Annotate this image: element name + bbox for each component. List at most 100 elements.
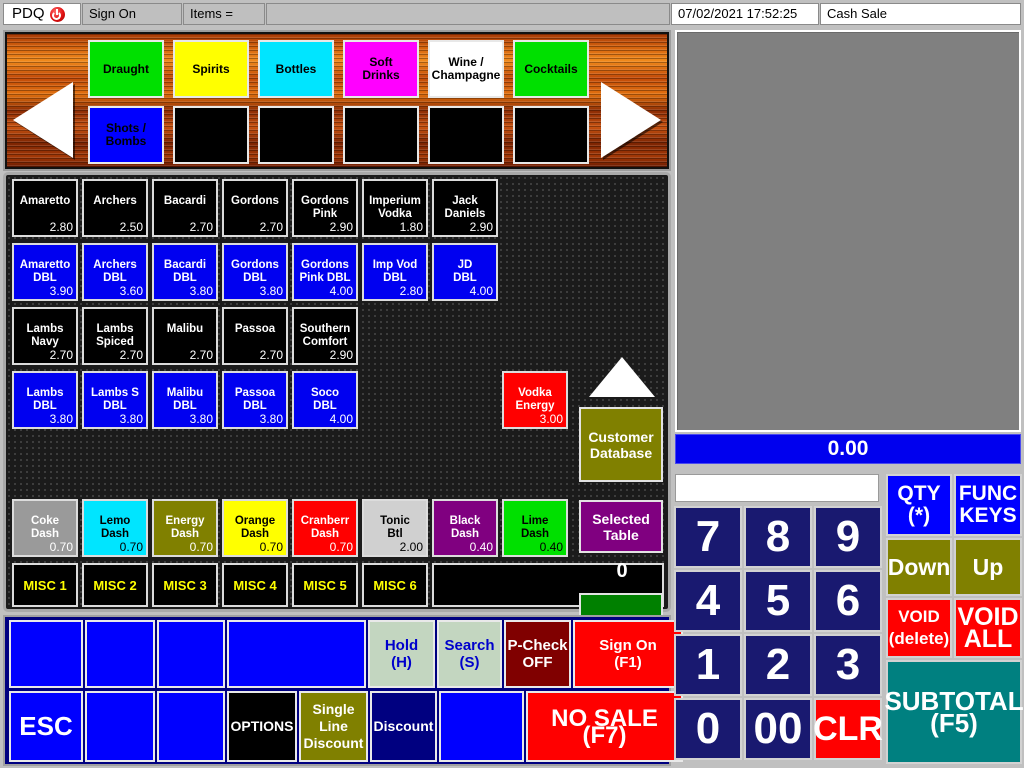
product-button[interactable]: Bacardi 2.70 bbox=[152, 179, 218, 237]
product-button[interactable]: Amaretto DBL 3.90 bbox=[12, 243, 78, 301]
function-button-search-s[interactable]: Search (S) bbox=[437, 620, 502, 688]
status-signon[interactable]: Sign On bbox=[82, 3, 182, 25]
keypad-key-3[interactable]: 3 bbox=[814, 634, 882, 696]
mixer-button[interactable]: Black Dash 0.40 bbox=[432, 499, 498, 557]
numeric-entry-input[interactable] bbox=[675, 474, 879, 502]
keypad-key-1[interactable]: 1 bbox=[674, 634, 742, 696]
product-button[interactable]: Lambs Spiced 2.70 bbox=[82, 307, 148, 365]
function-button-options[interactable]: OPTIONS bbox=[227, 691, 297, 762]
misc-button-3[interactable]: MISC 3 bbox=[152, 563, 218, 607]
function-button-single-line-discount[interactable]: Single Line Discount bbox=[299, 691, 368, 762]
function-button-p-check-off[interactable]: P-Check OFF bbox=[504, 620, 571, 688]
product-button[interactable]: Gordons Pink 2.90 bbox=[292, 179, 358, 237]
keypad-key-4[interactable]: 4 bbox=[674, 570, 742, 632]
category-button-empty-10[interactable] bbox=[428, 106, 504, 164]
product-button[interactable]: Gordons Pink DBL 4.00 bbox=[292, 243, 358, 301]
mixer-button[interactable]: Coke Dash 0.70 bbox=[12, 499, 78, 557]
misc-button-5[interactable]: MISC 5 bbox=[292, 563, 358, 607]
keypad-key-6[interactable]: 6 bbox=[814, 570, 882, 632]
category-button-cocktails[interactable]: Cocktails bbox=[513, 40, 589, 98]
category-button-spirits[interactable]: Spirits bbox=[173, 40, 249, 98]
category-button-draught[interactable]: Draught bbox=[88, 40, 164, 98]
left-arrow-icon[interactable] bbox=[13, 82, 73, 158]
frow1-empty-1[interactable] bbox=[85, 620, 155, 688]
mixer-button[interactable]: Lime Dash 0.40 bbox=[502, 499, 568, 557]
product-button[interactable]: Passoa 2.70 bbox=[222, 307, 288, 365]
misc-button-6[interactable]: MISC 6 bbox=[362, 563, 428, 607]
product-button[interactable]: Soco DBL 4.00 bbox=[292, 371, 358, 429]
product-button[interactable]: Amaretto 2.80 bbox=[12, 179, 78, 237]
frow2-empty-2[interactable] bbox=[157, 691, 225, 762]
product-name: Gordons DBL bbox=[231, 259, 279, 284]
function-button-esc[interactable]: ESC bbox=[9, 691, 83, 762]
product-button[interactable]: Vodka Energy 3.00 bbox=[502, 371, 568, 429]
category-button-empty-11[interactable] bbox=[513, 106, 589, 164]
frow2-empty-1[interactable] bbox=[85, 691, 155, 762]
product-button[interactable]: Archers 2.50 bbox=[82, 179, 148, 237]
product-button[interactable]: Malibu DBL 3.80 bbox=[152, 371, 218, 429]
mixer-button[interactable]: Orange Dash 0.70 bbox=[222, 499, 288, 557]
down-button[interactable]: Down bbox=[886, 538, 952, 596]
function-button-hold-h[interactable]: Hold (H) bbox=[368, 620, 435, 688]
keypad-key-2[interactable]: 2 bbox=[744, 634, 812, 696]
mixer-button[interactable]: Lemo Dash 0.70 bbox=[82, 499, 148, 557]
right-arrow-icon[interactable] bbox=[601, 82, 661, 158]
category-button-soft-drinks[interactable]: Soft Drinks bbox=[343, 40, 419, 98]
product-button[interactable]: Passoa DBL 3.80 bbox=[222, 371, 288, 429]
product-button[interactable]: JD DBL 4.00 bbox=[432, 243, 498, 301]
up-button[interactable]: Up bbox=[954, 538, 1022, 596]
void-delete-button[interactable]: VOID (delete) bbox=[886, 598, 952, 658]
product-button[interactable]: Archers DBL 3.60 bbox=[82, 243, 148, 301]
keypad-key-8[interactable]: 8 bbox=[744, 506, 812, 568]
mixer-button[interactable]: Energy Dash 0.70 bbox=[152, 499, 218, 557]
app-logo-cell[interactable]: PDQ bbox=[3, 3, 81, 25]
product-button[interactable]: Gordons 2.70 bbox=[222, 179, 288, 237]
keypad-key-5[interactable]: 5 bbox=[744, 570, 812, 632]
customer-database-button[interactable]: Customer Database bbox=[579, 407, 663, 482]
triangle-up-icon[interactable] bbox=[589, 357, 655, 397]
product-button[interactable]: Imp Vod DBL 2.80 bbox=[362, 243, 428, 301]
keypad-key-7[interactable]: 7 bbox=[674, 506, 742, 568]
misc-button-2[interactable]: MISC 2 bbox=[82, 563, 148, 607]
func-keys-button[interactable]: FUNC KEYS bbox=[954, 474, 1022, 536]
order-total: 0.00 bbox=[675, 434, 1021, 464]
keypad-key-9[interactable]: 9 bbox=[814, 506, 882, 568]
mixer-button[interactable]: Tonic Btl 2.00 bbox=[362, 499, 428, 557]
product-name: Imperium Vodka bbox=[369, 195, 421, 220]
category-button-empty-9[interactable] bbox=[343, 106, 419, 164]
product-button[interactable]: Gordons DBL 3.80 bbox=[222, 243, 288, 301]
product-button[interactable]: Lambs Navy 2.70 bbox=[12, 307, 78, 365]
function-button-discount[interactable]: Discount bbox=[370, 691, 437, 762]
keypad-key-0[interactable]: 0 bbox=[674, 698, 742, 760]
category-button-bottles[interactable]: Bottles bbox=[258, 40, 334, 98]
product-button[interactable]: Lambs S DBL 3.80 bbox=[82, 371, 148, 429]
product-button[interactable]: Jack Daniels 2.90 bbox=[432, 179, 498, 237]
receipt-display-area[interactable] bbox=[675, 30, 1021, 432]
frow1-empty-0[interactable] bbox=[9, 620, 83, 688]
selected-table-button[interactable]: Selected Table bbox=[579, 500, 663, 553]
product-button[interactable]: Bacardi DBL 3.80 bbox=[152, 243, 218, 301]
category-button-wine-champagne[interactable]: Wine / Champagne bbox=[428, 40, 504, 98]
category-button-empty-7[interactable] bbox=[173, 106, 249, 164]
side-button-label: Customer Database bbox=[588, 428, 654, 461]
misc-button-1[interactable]: MISC 1 bbox=[12, 563, 78, 607]
misc-button-4[interactable]: MISC 4 bbox=[222, 563, 288, 607]
qty-button[interactable]: QTY (*) bbox=[886, 474, 952, 536]
power-icon[interactable] bbox=[49, 6, 65, 22]
mixer-button[interactable]: Cranberr Dash 0.70 bbox=[292, 499, 358, 557]
keypad-key-clr[interactable]: CLR bbox=[813, 698, 883, 760]
void-all-button[interactable]: VOID ALL bbox=[954, 598, 1022, 658]
category-button-shots-bombs[interactable]: Shots / Bombs bbox=[88, 106, 164, 164]
product-button[interactable]: Lambs DBL 3.80 bbox=[12, 371, 78, 429]
category-button-empty-8[interactable] bbox=[258, 106, 334, 164]
frow1-empty-3[interactable] bbox=[227, 620, 366, 688]
keypad-key-00[interactable]: 00 bbox=[744, 698, 812, 760]
subtotal-button[interactable]: SUBTOTAL (F5) bbox=[884, 660, 1024, 764]
product-button[interactable]: Malibu 2.70 bbox=[152, 307, 218, 365]
frow1-empty-2[interactable] bbox=[157, 620, 225, 688]
function-button-sign-on-f1[interactable]: Sign On (F1) bbox=[573, 620, 683, 688]
product-button[interactable]: Imperium Vodka 1.80 bbox=[362, 179, 428, 237]
product-button[interactable]: Southern Comfort 2.90 bbox=[292, 307, 358, 365]
function-button-no-sale-f7[interactable]: NO SALE (F7) bbox=[526, 691, 683, 762]
frow2-empty-6[interactable] bbox=[439, 691, 524, 762]
